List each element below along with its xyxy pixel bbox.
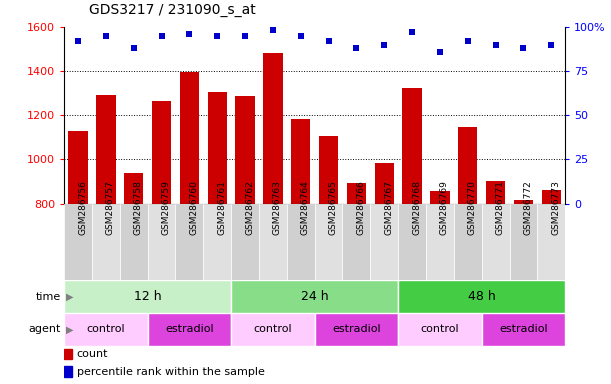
Bar — [541, 190, 561, 204]
Bar — [315, 313, 398, 346]
Bar — [64, 280, 231, 313]
Text: GSM286768: GSM286768 — [412, 180, 421, 235]
Text: control: control — [87, 324, 125, 334]
Bar — [375, 163, 394, 204]
Text: GDS3217 / 231090_s_at: GDS3217 / 231090_s_at — [89, 3, 256, 17]
Text: GSM286757: GSM286757 — [106, 180, 115, 235]
Text: GSM286766: GSM286766 — [356, 180, 365, 235]
Text: estradiol: estradiol — [499, 324, 547, 334]
Point — [519, 45, 529, 51]
Point — [463, 38, 473, 44]
Text: GSM286773: GSM286773 — [551, 180, 560, 235]
Bar — [259, 204, 287, 280]
Bar — [291, 119, 310, 204]
Text: estradiol: estradiol — [332, 324, 381, 334]
Text: agent: agent — [29, 324, 61, 334]
Bar — [175, 204, 203, 280]
Text: GSM286770: GSM286770 — [468, 180, 477, 235]
Point — [156, 33, 166, 39]
Text: count: count — [77, 349, 108, 359]
Bar — [343, 204, 370, 280]
Bar — [514, 200, 533, 204]
Bar — [481, 313, 565, 346]
Bar — [180, 72, 199, 204]
Point — [296, 33, 306, 39]
Text: control: control — [254, 324, 292, 334]
Bar — [152, 101, 171, 204]
Bar — [203, 204, 231, 280]
Text: GSM286769: GSM286769 — [440, 180, 449, 235]
Bar — [510, 204, 537, 280]
Point — [73, 38, 83, 44]
Bar — [64, 366, 71, 377]
Bar — [398, 313, 481, 346]
Text: GSM286758: GSM286758 — [134, 180, 143, 235]
Bar — [426, 204, 454, 280]
Point — [268, 27, 278, 33]
Bar — [537, 204, 565, 280]
Text: 24 h: 24 h — [301, 290, 329, 303]
Point — [351, 45, 361, 51]
Text: time: time — [36, 291, 61, 302]
Bar — [403, 88, 422, 204]
Bar — [96, 95, 115, 204]
Bar — [486, 182, 505, 204]
Bar — [398, 280, 565, 313]
Point — [324, 38, 334, 44]
Bar — [263, 53, 283, 204]
Text: GSM286760: GSM286760 — [189, 180, 199, 235]
Bar — [458, 127, 478, 204]
Point — [407, 29, 417, 35]
Text: GSM286761: GSM286761 — [218, 180, 226, 235]
Bar — [92, 204, 120, 280]
Bar — [430, 191, 450, 204]
Point — [185, 31, 194, 37]
Text: GSM286762: GSM286762 — [245, 180, 254, 235]
Bar — [481, 204, 510, 280]
Bar — [398, 204, 426, 280]
Text: estradiol: estradiol — [165, 324, 214, 334]
Point — [379, 41, 389, 48]
Bar — [64, 349, 71, 359]
Point — [546, 41, 556, 48]
Text: GSM286765: GSM286765 — [329, 180, 338, 235]
Point — [213, 33, 222, 39]
Point — [491, 41, 500, 48]
Bar — [319, 136, 338, 204]
Text: GSM286756: GSM286756 — [78, 180, 87, 235]
Bar — [346, 182, 366, 204]
Text: GSM286767: GSM286767 — [384, 180, 393, 235]
Bar — [235, 96, 255, 204]
Text: GSM286759: GSM286759 — [161, 180, 170, 235]
Bar — [148, 313, 231, 346]
Text: percentile rank within the sample: percentile rank within the sample — [77, 366, 265, 377]
Bar — [231, 280, 398, 313]
Text: GSM286771: GSM286771 — [496, 180, 505, 235]
Bar — [315, 204, 343, 280]
Text: control: control — [420, 324, 459, 334]
Bar — [124, 173, 144, 204]
Bar — [64, 204, 92, 280]
Point — [101, 33, 111, 39]
Point — [129, 45, 139, 51]
Text: 12 h: 12 h — [134, 290, 161, 303]
Text: GSM286764: GSM286764 — [301, 180, 310, 235]
Text: ▶: ▶ — [66, 324, 73, 334]
Point — [240, 33, 250, 39]
Bar — [120, 204, 148, 280]
Bar — [68, 131, 88, 204]
Bar — [231, 313, 315, 346]
Bar — [231, 204, 259, 280]
Bar — [64, 313, 148, 346]
Point — [435, 48, 445, 55]
Text: 48 h: 48 h — [468, 290, 496, 303]
Text: ▶: ▶ — [66, 291, 73, 302]
Bar — [454, 204, 481, 280]
Bar — [208, 92, 227, 204]
Bar — [370, 204, 398, 280]
Text: GSM286763: GSM286763 — [273, 180, 282, 235]
Bar — [148, 204, 175, 280]
Bar — [287, 204, 315, 280]
Text: GSM286772: GSM286772 — [524, 180, 532, 235]
